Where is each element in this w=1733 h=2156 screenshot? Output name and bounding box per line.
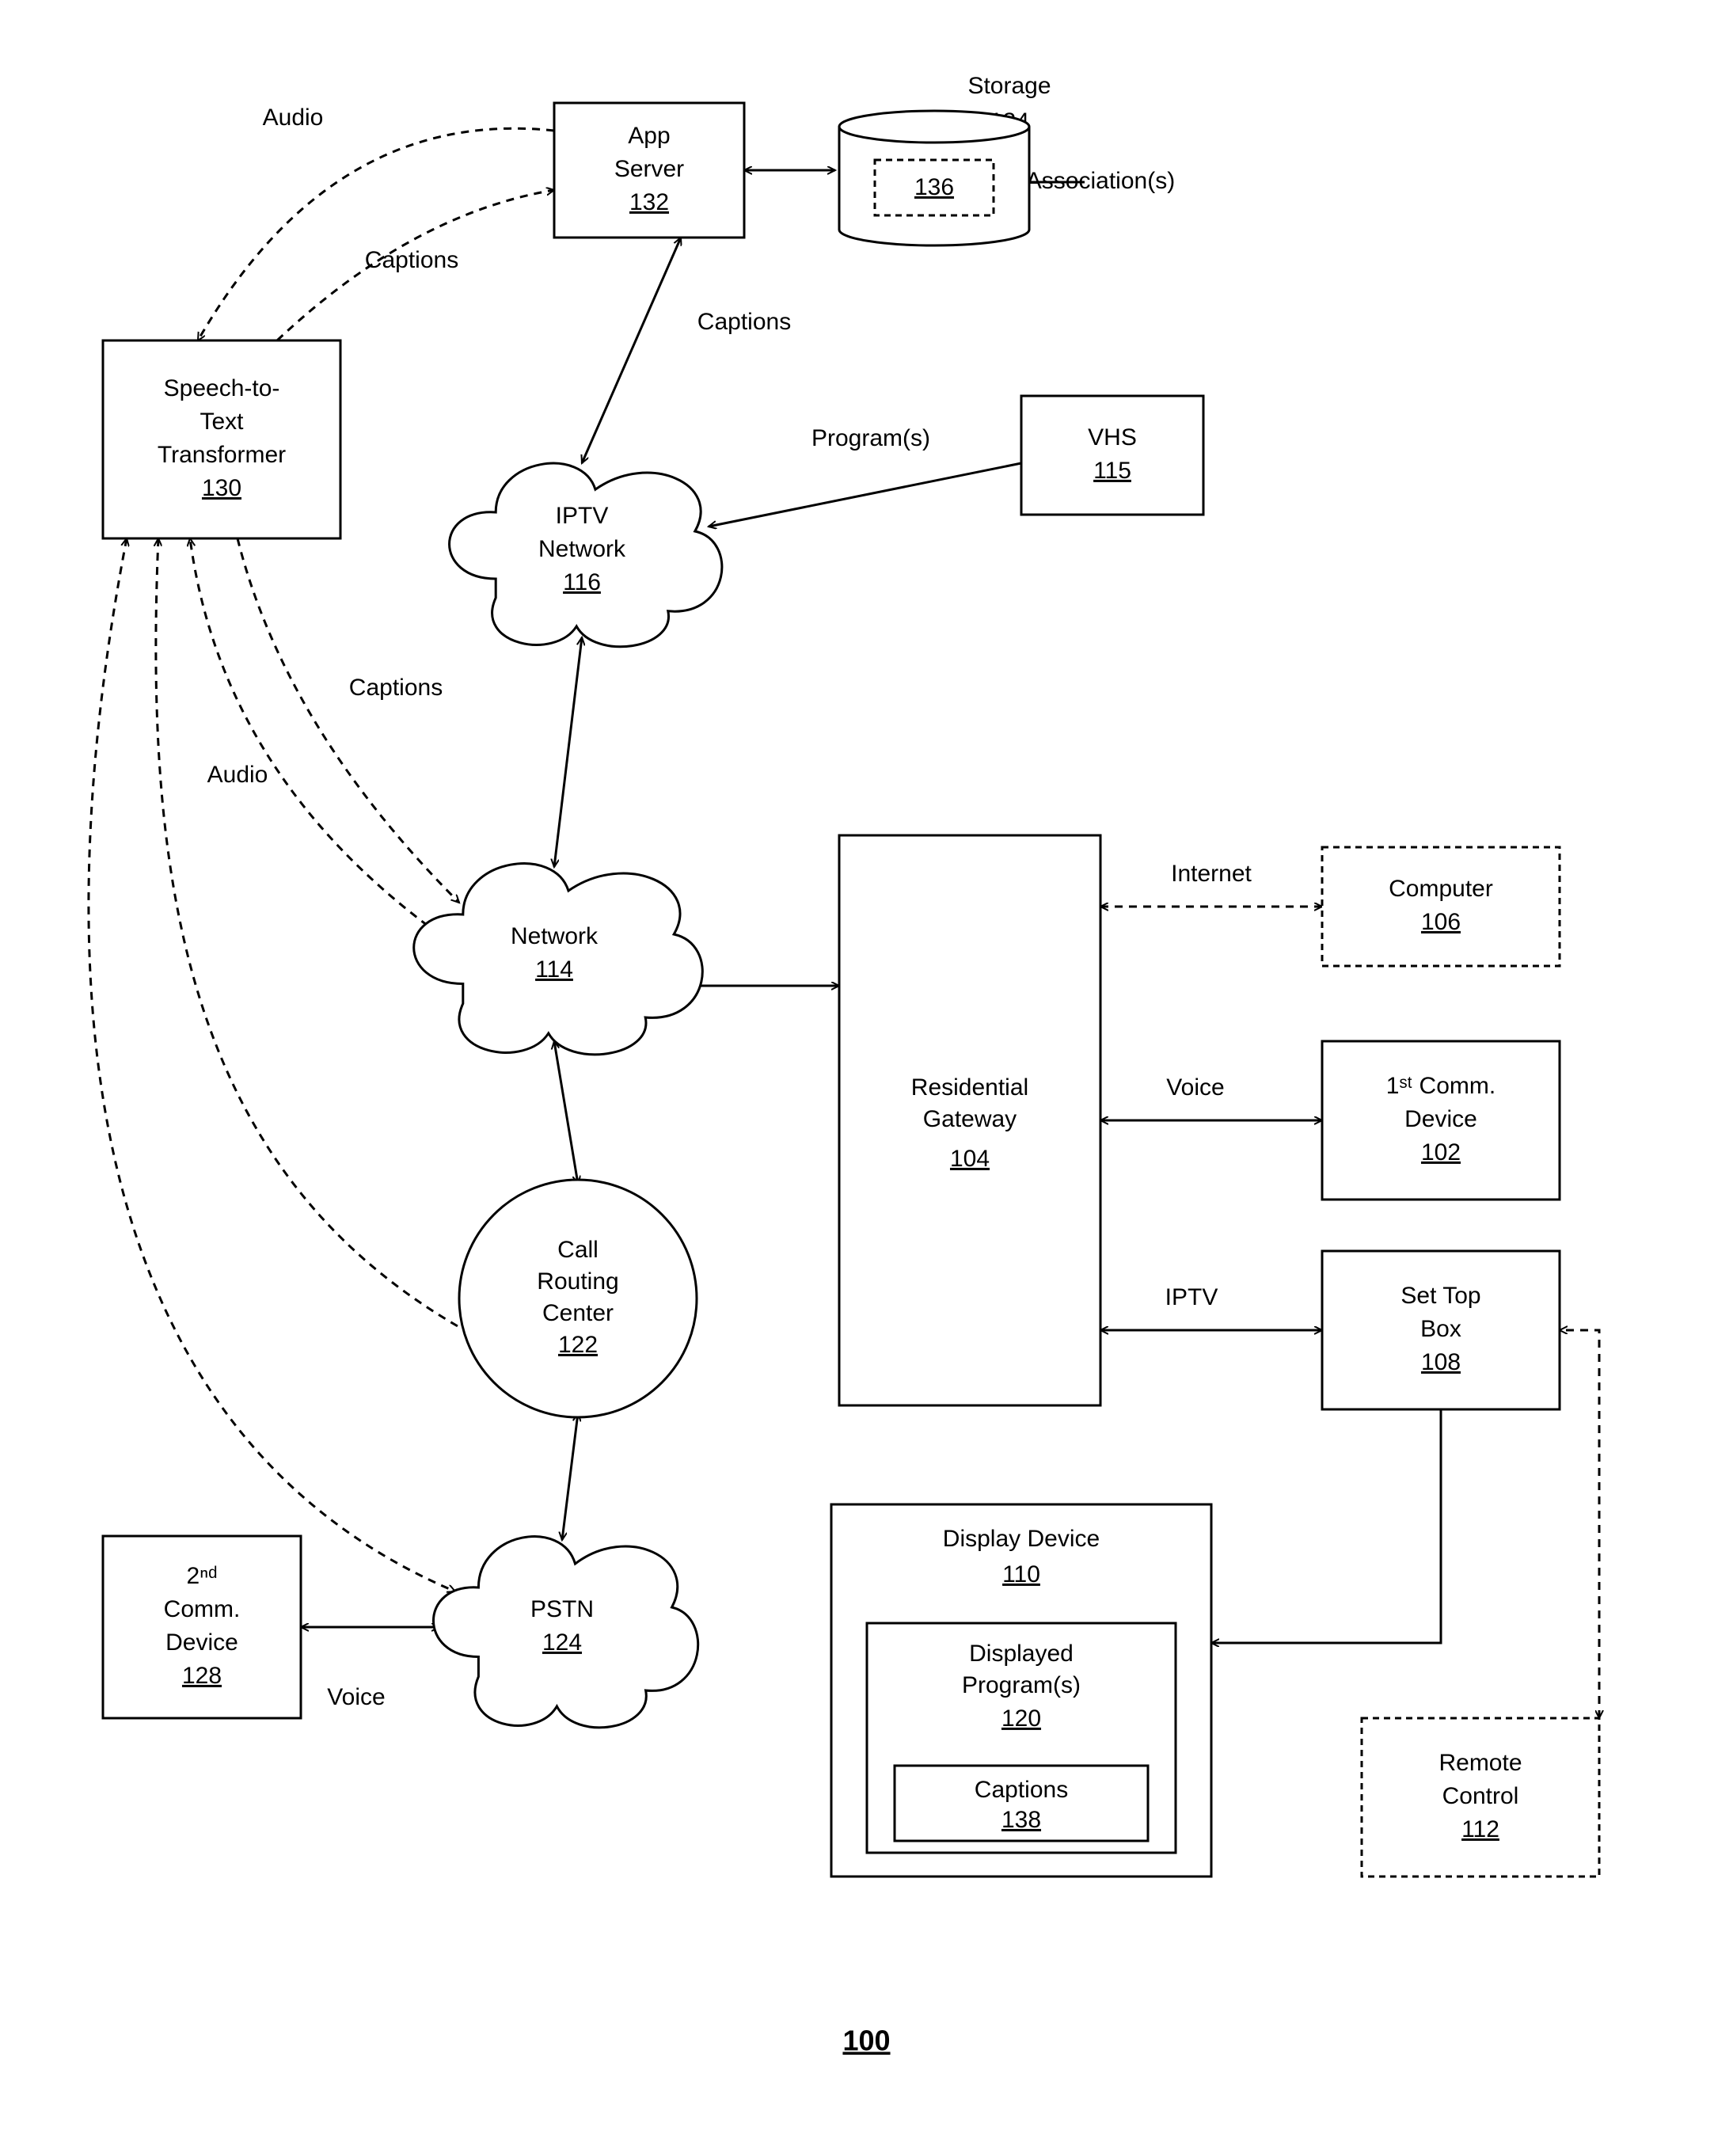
label-captions-top: Captions (365, 247, 458, 273)
label-captions-mid: Captions (697, 309, 791, 335)
label-associations: Association(s) (1026, 168, 1175, 194)
edge-audio-top (198, 128, 554, 340)
node-crc (459, 1180, 697, 1417)
label-comm2-l0: 2ⁿᵈ (187, 1563, 218, 1589)
label-iptv_net-l1: Network (538, 536, 626, 562)
label-computer-l0: Computer (1389, 876, 1493, 902)
num-displayed_prog: 120 (1001, 1705, 1041, 1732)
num-remote: 112 (1461, 1816, 1499, 1842)
node-vhs (1021, 396, 1203, 515)
edge-appserver-iptv (582, 238, 681, 463)
num-iptv_net: 116 (563, 569, 601, 595)
num-comm1: 102 (1421, 1139, 1461, 1165)
label-vhs-l0: VHS (1088, 424, 1137, 451)
num-captions_box: 138 (1001, 1807, 1041, 1833)
label-voice-pstn: Voice (327, 1684, 385, 1710)
label-app_server-l0: App (628, 123, 670, 149)
label-gateway-l1: Gateway (923, 1106, 1017, 1132)
edge-stt-to-network (238, 538, 459, 903)
label-app_server-l1: Server (614, 156, 684, 182)
label-crc-l1: Routing (537, 1268, 618, 1295)
label-iptv_net-l0: IPTV (556, 503, 609, 529)
num-gateway: 104 (950, 1146, 990, 1172)
num-display: 110 (1002, 1561, 1040, 1588)
label-displayed_prog-l1: Program(s) (962, 1672, 1081, 1698)
label-voice-gw: Voice (1166, 1074, 1224, 1101)
num-app_server: 132 (629, 189, 669, 215)
edge-network-to-stt (190, 538, 439, 934)
label-stt-l1: Text (200, 409, 244, 435)
label-internet: Internet (1171, 861, 1252, 887)
num-computer: 106 (1421, 909, 1461, 935)
label-remote-l0: Remote (1438, 1750, 1522, 1776)
label-stt-l0: Speech-to- (164, 375, 280, 401)
num-stb: 108 (1421, 1349, 1461, 1375)
label-stt-l2: Transformer (158, 442, 286, 468)
label-pstn-l0: PSTN (530, 1596, 594, 1622)
label-comm2-l2: Device (165, 1629, 238, 1656)
label-iptv-gw: IPTV (1165, 1284, 1218, 1310)
figure-number: 100 (842, 2025, 890, 2057)
node-stt (103, 340, 340, 538)
label-audio-top: Audio (263, 105, 324, 131)
num-comm2: 128 (182, 1663, 222, 1689)
label-displayed_prog-l0: Displayed (969, 1641, 1074, 1667)
edge-crc-pstn (562, 1413, 578, 1540)
label-remote-l1: Control (1442, 1783, 1519, 1809)
edge-stb-display (1211, 1409, 1441, 1643)
edge-network-crc (554, 1041, 578, 1184)
label-audio-low: Audio (207, 762, 268, 788)
label-crc-l0: Call (557, 1237, 599, 1263)
label-gateway-l0: Residential (911, 1074, 1028, 1101)
num-crc: 122 (558, 1332, 598, 1358)
edge-vhs-iptv (709, 463, 1021, 527)
edge-iptv-network (554, 637, 582, 867)
label-network-l0: Network (511, 923, 599, 949)
label-stb-l1: Box (1420, 1316, 1461, 1342)
num-storage-inner: 136 (914, 174, 954, 200)
label-display: Display Device (943, 1526, 1100, 1552)
label-comm1-l1: Device (1404, 1106, 1477, 1132)
label-captions-low: Captions (349, 675, 443, 701)
label-comm1-l0: 1ˢᵗ Comm. (1386, 1073, 1495, 1099)
num-network: 114 (535, 956, 573, 983)
label-storage: Storage (967, 73, 1051, 99)
node-computer (1322, 847, 1560, 966)
edge-remote-stb (1560, 1330, 1599, 1718)
num-pstn: 124 (542, 1629, 582, 1656)
label-comm2-l1: Comm. (164, 1596, 241, 1622)
num-vhs: 115 (1093, 458, 1131, 484)
label-captions_box: Captions (975, 1777, 1068, 1803)
num-stt: 130 (202, 475, 241, 501)
label-stb-l0: Set Top (1400, 1283, 1480, 1309)
label-programs: Program(s) (811, 425, 930, 451)
label-crc-l2: Center (542, 1300, 614, 1326)
